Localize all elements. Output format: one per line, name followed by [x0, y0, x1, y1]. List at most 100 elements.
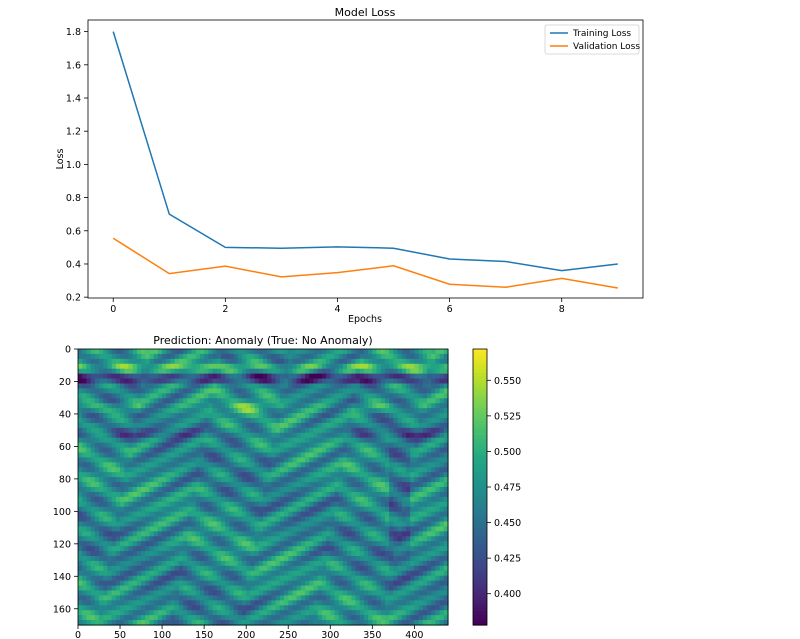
heatmap-y-tick: 0 — [65, 345, 78, 356]
colorbar-tick-label: 0.550 — [494, 376, 521, 387]
loss-y-tick: 0.4 — [66, 259, 88, 270]
loss-x-tick: 2 — [222, 298, 228, 315]
heatmap-y-tick: 160 — [53, 604, 78, 615]
heatmap-y-tick-label: 20 — [59, 377, 71, 388]
loss-y-tick-label: 1.0 — [66, 160, 81, 171]
loss-y-tick-label: 1.8 — [66, 27, 81, 38]
loss-y-axis: 0.2 0.4 0.6 0.8 1.0 1.2 1.4 1.6 1.8 — [66, 27, 88, 304]
heatmap-y-axis: 0 20 40 60 80 100 120 140 160 — [53, 345, 78, 615]
loss-y-tick-label: 1.2 — [66, 127, 81, 138]
loss-x-axis: 0 2 4 6 8 — [110, 298, 565, 315]
legend-entry-label: Validation Loss — [573, 42, 640, 52]
heatmap-x-tick: 100 — [153, 625, 171, 639]
heatmap-y-tick-label: 160 — [53, 604, 71, 615]
loss-x-tick-label: 8 — [559, 304, 565, 315]
heatmap-x-tick: 0 — [75, 625, 81, 639]
colorbar-tick: 0.550 — [487, 376, 521, 387]
colorbar-tick: 0.450 — [487, 518, 521, 529]
heatmap-y-tick: 140 — [53, 572, 78, 583]
colorbar-tick: 0.400 — [487, 589, 521, 600]
loss-y-tick-label: 1.6 — [66, 60, 81, 71]
loss-x-tick-label: 2 — [222, 304, 228, 315]
heatmap-x-tick-label: 50 — [114, 630, 126, 639]
heatmap-x-tick: 400 — [405, 625, 423, 639]
loss-y-tick-label: 0.6 — [66, 226, 81, 237]
heatmap-y-tick: 40 — [59, 409, 78, 420]
loss-x-tick: 0 — [110, 298, 116, 315]
legend-box — [544, 24, 640, 55]
colorbar-tick-label: 0.450 — [494, 518, 521, 529]
heatmap-x-tick: 150 — [195, 625, 213, 639]
heatmap-x-tick-label: 0 — [75, 630, 81, 639]
heatmap-y-tick-label: 40 — [59, 409, 71, 420]
loss-y-tick: 0.6 — [66, 226, 88, 237]
heatmap-y-tick-label: 120 — [53, 539, 71, 550]
heatmap-frame — [77, 348, 449, 626]
colorbar-tick-label: 0.400 — [494, 589, 521, 600]
colorbar-tick: 0.525 — [487, 411, 521, 422]
loss-x-tick: 4 — [334, 298, 340, 315]
loss-y-tick-label: 0.8 — [66, 193, 81, 204]
heatmap-y-tick: 20 — [59, 377, 78, 388]
loss-chart: Model Loss 0 2 4 6 8 0.2 0.4 0.6 0.8 1.0 1.2 1.4 1.… — [55, 6, 644, 325]
legend-entry-label: Training Loss — [572, 29, 631, 39]
colorbar-tick-label: 0.525 — [494, 411, 521, 422]
heatmap-y-tick: 80 — [59, 474, 78, 485]
loss-y-tick-label: 1.4 — [66, 94, 81, 105]
heatmap-y-tick-label: 100 — [53, 507, 71, 518]
heatmap-y-tick-label: 140 — [53, 572, 71, 583]
colorbar-tick: 0.425 — [487, 554, 521, 565]
heatmap-x-tick: 300 — [321, 625, 339, 639]
loss-chart-title: Model Loss — [335, 6, 396, 19]
heatmap-y-tick: 100 — [53, 507, 78, 518]
heatmap-y-tick: 120 — [53, 539, 78, 550]
loss-x-tick-label: 4 — [334, 304, 340, 315]
heatmap-x-tick-label: 300 — [321, 630, 339, 639]
heatmap-x-tick: 200 — [237, 625, 255, 639]
loss-x-label: Epochs — [348, 314, 382, 325]
heatmap-x-tick-label: 200 — [237, 630, 255, 639]
loss-legend: Training Loss Validation Loss — [544, 24, 640, 55]
loss-y-tick: 1.2 — [66, 127, 88, 138]
colorbar-tick: 0.475 — [487, 483, 521, 494]
heatmap-x-tick: 350 — [363, 625, 381, 639]
heatmap-image — [78, 349, 449, 626]
colorbar-tick-label: 0.425 — [494, 554, 521, 565]
loss-y-tick: 1.4 — [66, 94, 88, 105]
heatmap-y-tick-label: 0 — [65, 345, 71, 356]
heatmap-x-tick-label: 350 — [363, 630, 381, 639]
loss-y-tick: 0.2 — [66, 293, 88, 304]
loss-y-tick: 1.0 — [66, 160, 88, 171]
loss-y-tick-label: 0.4 — [66, 259, 81, 270]
loss-series — [112, 31, 618, 289]
heatmap-chart: Prediction: Anomaly (True: No Anomaly) 0… — [53, 334, 521, 639]
heatmap-x-tick-label: 400 — [405, 630, 423, 639]
heatmap-x-tick-label: 150 — [195, 630, 213, 639]
heatmap-y-tick: 60 — [59, 442, 78, 453]
colorbar-tick: 0.500 — [487, 447, 521, 458]
loss-x-tick-label: 0 — [110, 304, 116, 315]
heatmap-y-tick-label: 60 — [59, 442, 71, 453]
loss-series-line-training — [112, 31, 618, 272]
loss-y-tick-label: 0.2 — [66, 293, 81, 304]
loss-x-tick: 6 — [447, 298, 453, 315]
heatmap-x-axis: 0 50 100 150 200 250 300 350 400 — [75, 625, 423, 639]
heatmap-x-tick: 50 — [114, 625, 126, 639]
colorbar: 0.400 0.425 0.450 0.475 0.500 0.525 0.550 — [472, 348, 521, 626]
loss-y-tick: 1.6 — [66, 60, 88, 71]
loss-x-tick-label: 6 — [447, 304, 453, 315]
loss-plot-frame — [87, 19, 644, 299]
loss-y-tick: 1.8 — [66, 27, 88, 38]
heatmap-x-tick-label: 100 — [153, 630, 171, 639]
loss-series-line-validation — [112, 237, 618, 289]
loss-y-label: Loss — [55, 149, 66, 170]
heatmap-x-tick: 250 — [279, 625, 297, 639]
heatmap-x-tick-label: 250 — [279, 630, 297, 639]
loss-x-tick: 8 — [559, 298, 565, 315]
colorbar-tick-label: 0.500 — [494, 447, 521, 458]
heatmap-y-tick-label: 80 — [59, 474, 71, 485]
heatmap-title: Prediction: Anomaly (True: No Anomaly) — [153, 334, 372, 347]
loss-y-tick: 0.8 — [66, 193, 88, 204]
colorbar-tick-label: 0.475 — [494, 483, 521, 494]
